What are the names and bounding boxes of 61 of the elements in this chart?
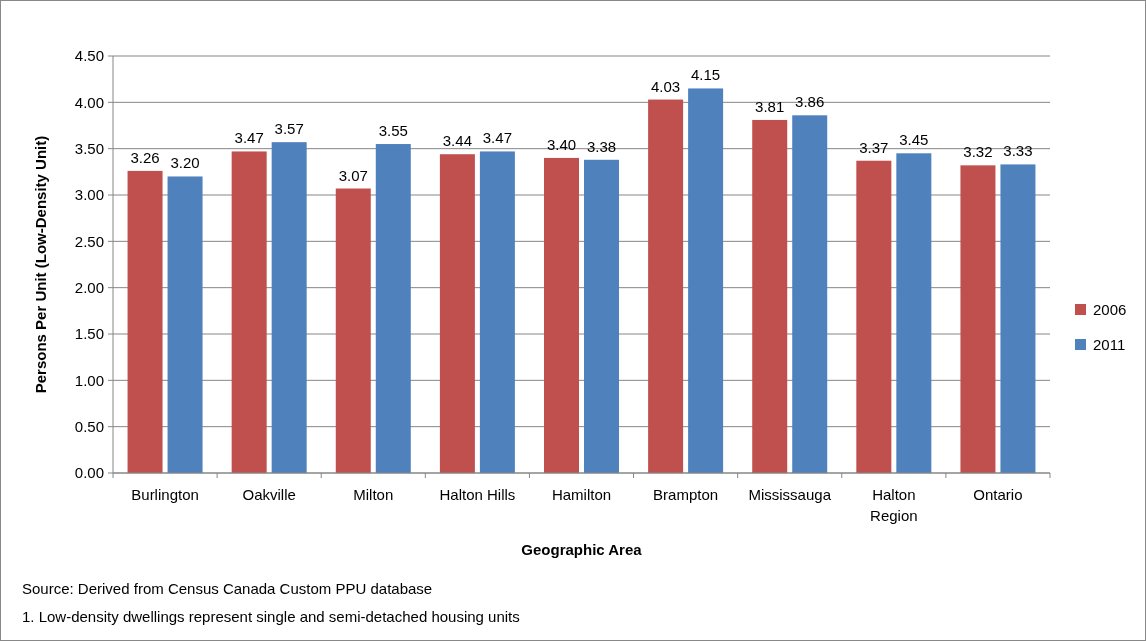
y-tick-label: 4.00 bbox=[74, 93, 104, 111]
text: 1. Low-density dwellings represent single and semi-detached housing units bbox=[22, 608, 520, 625]
bar bbox=[688, 88, 724, 473]
bar bbox=[856, 160, 892, 473]
x-tick-label: Halton Region bbox=[870, 486, 918, 524]
x-tick-label: Mississauga bbox=[748, 486, 832, 503]
bar bbox=[960, 165, 996, 473]
data-label: 3.81 bbox=[755, 97, 785, 115]
x-tick-label: Brampton bbox=[653, 486, 719, 503]
bar bbox=[752, 119, 788, 473]
y-tick-label: 2.00 bbox=[74, 278, 104, 296]
legend-label: 2006 bbox=[1093, 301, 1127, 319]
bar bbox=[231, 151, 267, 473]
data-label: 3.47 bbox=[482, 129, 512, 147]
source-note: Source: Derived from Census Canada Custom PPU database bbox=[22, 580, 433, 597]
bar bbox=[479, 151, 515, 473]
y-tick-label: 3.50 bbox=[74, 139, 104, 157]
data-label: 3.40 bbox=[546, 135, 577, 153]
y-tick-label: 0.00 bbox=[74, 464, 104, 482]
bar bbox=[792, 115, 828, 473]
data-label: 3.20 bbox=[170, 154, 200, 172]
data-label: 3.44 bbox=[442, 132, 472, 150]
data-label: 3.57 bbox=[274, 120, 304, 138]
x-tick-label: Halton Hills bbox=[439, 486, 516, 503]
data-label: 3.38 bbox=[586, 137, 617, 155]
bar bbox=[439, 154, 475, 473]
x-tick-label: Oakville bbox=[242, 486, 296, 503]
bar bbox=[584, 159, 619, 473]
data-label: 3.47 bbox=[234, 129, 264, 147]
bar bbox=[375, 144, 411, 473]
bar bbox=[167, 176, 203, 473]
legend-label: 2011 bbox=[1093, 336, 1126, 354]
bar bbox=[544, 157, 579, 473]
y-tick-label: 1.50 bbox=[74, 325, 104, 343]
data-label: 3.45 bbox=[899, 131, 929, 149]
y-tick-label: 0.50 bbox=[74, 417, 104, 435]
bar bbox=[127, 170, 163, 473]
bar bbox=[648, 99, 684, 473]
data-label: 3.26 bbox=[130, 148, 160, 166]
data-label: 3.86 bbox=[795, 93, 825, 111]
bar bbox=[896, 153, 932, 473]
bar bbox=[271, 142, 307, 473]
y-tick-label: 1.00 bbox=[74, 371, 104, 389]
x-tick-label: Milton bbox=[353, 486, 394, 503]
x-tick-label: Burlington bbox=[131, 486, 199, 503]
data-label: 4.03 bbox=[651, 77, 681, 95]
x-tick-label: Hamilton bbox=[551, 486, 612, 503]
bar bbox=[1000, 164, 1036, 473]
x-tick-label: Ontario bbox=[973, 486, 1023, 503]
y-tick-label: 3.00 bbox=[74, 186, 104, 204]
x-axis-title: Geographic Area bbox=[521, 541, 643, 558]
data-label: 3.07 bbox=[338, 166, 368, 184]
y-tick-label: 2.50 bbox=[74, 232, 104, 250]
data-label: 4.15 bbox=[691, 66, 721, 84]
bar bbox=[335, 188, 371, 473]
y-tick-label: 4.50 bbox=[74, 47, 104, 65]
data-label: 3.55 bbox=[378, 122, 408, 140]
data-label: 3.33 bbox=[1003, 142, 1033, 160]
data-label: 3.32 bbox=[963, 143, 993, 161]
data-label: 3.37 bbox=[859, 138, 889, 156]
y-axis-title: Persons Per Unit (Low-Density Unit) bbox=[32, 135, 49, 394]
